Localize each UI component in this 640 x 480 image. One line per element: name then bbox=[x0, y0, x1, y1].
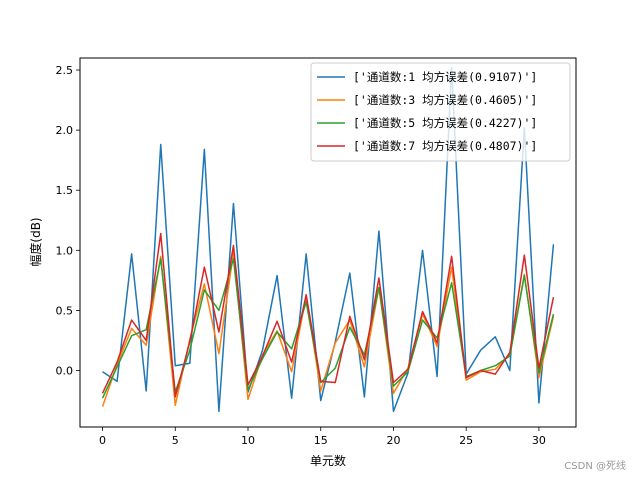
series-line-1 bbox=[102, 66, 555, 413]
x-axis-title: 单元数 bbox=[310, 453, 346, 468]
y-tick-label: 2.0 bbox=[56, 124, 74, 137]
y-tick-label: 2.5 bbox=[56, 64, 74, 77]
series-layer bbox=[101, 66, 555, 413]
y-tick-label: 0.5 bbox=[56, 304, 74, 317]
x-tick-label: 15 bbox=[314, 434, 328, 447]
x-tick-label: 20 bbox=[386, 434, 400, 447]
y-tick-label: 1.0 bbox=[56, 244, 74, 257]
x-tick-label: 30 bbox=[532, 434, 546, 447]
legend: ['通道数:1 均方误差(0.9107)'] ['通道数:3 均方误差(0.460… bbox=[310, 62, 571, 162]
x-tick-label: 25 bbox=[459, 434, 473, 447]
x-tick-label: 10 bbox=[241, 434, 255, 447]
series-line-4 bbox=[101, 232, 555, 398]
x-tick-label: 5 bbox=[172, 434, 179, 447]
legend-label-2: ['通道数:3 均方误差(0.4605)'] bbox=[353, 93, 537, 107]
y-axis-ticks: 0.0 0.5 1.0 1.5 2.0 2.5 bbox=[56, 64, 80, 378]
legend-label-3: ['通道数:5 均方误差(0.4227)'] bbox=[353, 116, 537, 130]
x-tick-label: 0 bbox=[99, 434, 106, 447]
legend-label-4: ['通道数:7 均方误差(0.4807)'] bbox=[353, 139, 537, 153]
series-line-2 bbox=[101, 251, 555, 407]
y-tick-label: 0.0 bbox=[56, 365, 74, 378]
watermark-text: CSDN @死线 bbox=[564, 461, 626, 472]
y-tick-label: 1.5 bbox=[56, 184, 74, 197]
plot-frame bbox=[79, 57, 577, 428]
x-axis-ticks: 0 5 10 15 20 25 30 bbox=[99, 427, 546, 447]
legend-label-1: ['通道数:1 均方误差(0.9107)'] bbox=[353, 70, 537, 84]
legend-box bbox=[310, 62, 571, 162]
y-axis-title: 幅度(dB) bbox=[28, 217, 43, 266]
